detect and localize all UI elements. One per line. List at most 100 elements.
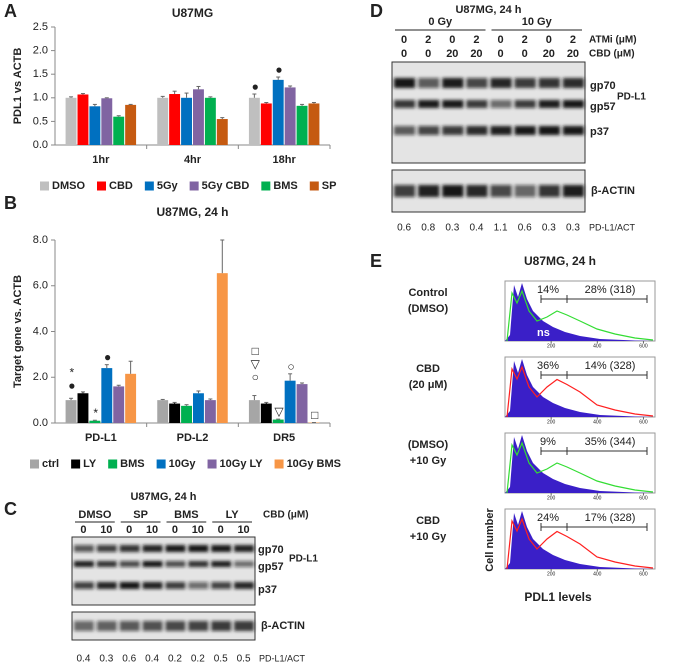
bar xyxy=(248,400,260,423)
gate-label: 17% (328) xyxy=(585,512,636,524)
bar xyxy=(65,400,77,423)
bar xyxy=(181,405,192,423)
blot-band xyxy=(119,545,140,552)
blot-band xyxy=(74,582,94,589)
ratio: 0.5 xyxy=(214,654,228,665)
blot-band xyxy=(119,582,140,589)
gate-label: 24% xyxy=(537,512,559,524)
y-tick-label: 2.5 xyxy=(33,21,48,33)
blot-band xyxy=(211,582,232,589)
group-label: BMS xyxy=(174,509,198,521)
x-tick-label: 600 xyxy=(639,495,648,501)
group-label: LY xyxy=(226,509,240,521)
blot-band xyxy=(96,545,117,552)
bar xyxy=(181,97,192,145)
blot-band xyxy=(394,100,416,108)
blot-band xyxy=(142,582,163,589)
significance-marker: □▽○ xyxy=(248,344,262,383)
bar xyxy=(296,105,308,145)
legend-label: 10Gy BMS xyxy=(287,458,341,470)
gate-label: 14% (328) xyxy=(585,360,636,372)
blot-band xyxy=(538,185,560,197)
blot-band xyxy=(394,126,416,135)
bar xyxy=(272,79,284,145)
histogram-line xyxy=(506,441,654,494)
y-tick-label: 4.0 xyxy=(33,325,48,337)
x-tick-label: 400 xyxy=(593,419,602,425)
ratio: 0.5 xyxy=(237,654,251,665)
panel-label: D xyxy=(370,1,383,21)
dose: 0 xyxy=(546,34,552,46)
significance-marker: * xyxy=(89,406,103,419)
blot-band xyxy=(234,561,254,567)
ratio: 0.3 xyxy=(542,223,556,234)
blot-band xyxy=(188,545,209,552)
blot-band xyxy=(188,561,209,567)
dose-label: CBD (μM) xyxy=(263,510,309,521)
condition-label: (20 μM) xyxy=(409,379,448,391)
x-tick-label: 600 xyxy=(639,571,648,577)
y-axis-label: Cell number xyxy=(484,508,496,572)
gate-label: 36% xyxy=(537,360,559,372)
dose: 2 xyxy=(473,34,479,46)
legend-swatch xyxy=(274,459,284,469)
bar xyxy=(216,119,228,145)
legend-label: 10Gy LY xyxy=(220,458,264,470)
panel-label: B xyxy=(4,193,17,213)
bar xyxy=(169,403,181,423)
x-tick-label: 18hr xyxy=(273,154,297,166)
ratio: 0.4 xyxy=(76,654,90,665)
ratio: 0.2 xyxy=(191,654,205,665)
blot-band xyxy=(188,621,209,631)
bar xyxy=(101,98,113,145)
dose: 10 xyxy=(100,524,112,536)
condition-label: Control xyxy=(408,287,447,299)
dose: 0 xyxy=(449,34,455,46)
group-label: 0 Gy xyxy=(428,16,453,28)
chart-title: U87MG xyxy=(172,6,213,20)
dose: 0 xyxy=(218,524,224,536)
dose-label: CBD (μM) xyxy=(589,49,635,60)
gate-label: 28% (318) xyxy=(585,284,636,296)
bar xyxy=(157,400,169,423)
condition-label: +10 Gy xyxy=(410,455,447,467)
bar xyxy=(204,97,216,145)
blot-band xyxy=(490,185,512,197)
x-tick-label: 4hr xyxy=(184,154,202,166)
blot-title: U87MG, 24 h xyxy=(130,491,196,503)
condition-label: (DMSO) xyxy=(408,439,449,451)
band-label: p37 xyxy=(258,584,277,596)
legend-label: LY xyxy=(83,458,97,470)
y-axis-label: Target gene vs. ACTB xyxy=(12,275,24,388)
bar xyxy=(125,373,137,423)
legend-swatch xyxy=(71,459,81,469)
histogram-fill xyxy=(505,435,655,493)
condition-label: (DMSO) xyxy=(408,303,449,315)
gate-label: 14% xyxy=(537,284,559,296)
blot-band xyxy=(234,545,254,552)
loading-label: β-ACTIN xyxy=(591,185,635,197)
blot-band xyxy=(466,126,488,135)
dose: 10 xyxy=(237,524,249,536)
x-tick-label: 400 xyxy=(593,571,602,577)
bar xyxy=(284,87,296,145)
legend-swatch xyxy=(108,459,118,469)
bar xyxy=(89,420,101,423)
ratio: 1.1 xyxy=(494,223,508,234)
protein-label: PD-L1 xyxy=(617,92,646,103)
condition-label: CBD xyxy=(416,363,440,375)
legend-swatch xyxy=(309,181,319,191)
blot-band xyxy=(394,185,416,197)
x-tick-label: 600 xyxy=(639,419,648,425)
legend-swatch xyxy=(189,181,199,191)
band-label: p37 xyxy=(590,126,609,138)
blot-band xyxy=(74,545,94,552)
histogram-line xyxy=(506,289,654,342)
bar xyxy=(77,94,89,145)
ratio: 0.4 xyxy=(145,654,159,665)
blot-title: U87MG, 24 h xyxy=(455,4,521,16)
blot-band xyxy=(562,185,584,197)
legend-label: 5Gy CBD xyxy=(202,180,250,192)
ratio: 0.3 xyxy=(566,223,580,234)
dose: 0 xyxy=(80,524,86,536)
